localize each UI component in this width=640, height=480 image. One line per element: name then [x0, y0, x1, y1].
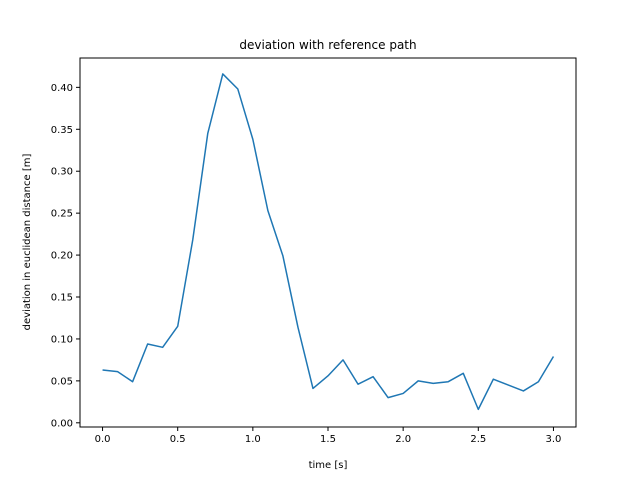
y-axis-ticks: 0.00 0.05 0.10 0.15 0.20 0.25 0.30 0.35 0.40 — [51, 83, 80, 429]
x-tick-label: 1.5 — [320, 434, 336, 445]
y-tick-label: 0.15 — [51, 293, 73, 304]
y-tick-label: 0.35 — [51, 125, 73, 136]
y-tick-label: 0.30 — [51, 167, 73, 178]
chart-title: deviation with reference path — [239, 38, 416, 52]
x-tick-label: 0.5 — [170, 434, 186, 445]
x-axis-label: time [s] — [309, 460, 348, 471]
plot-area-frame — [79, 57, 577, 428]
x-tick-label: 3.0 — [546, 434, 562, 445]
x-tick-label: 1.0 — [245, 434, 261, 445]
x-axis-ticks: 0.0 0.5 1.0 1.5 2.0 2.5 3.0 — [95, 427, 562, 445]
x-tick-label: 2.5 — [470, 434, 486, 445]
series-layer — [102, 73, 555, 411]
y-tick-label: 0.20 — [51, 251, 73, 262]
y-tick-label: 0.00 — [51, 418, 73, 429]
y-tick-label: 0.05 — [51, 376, 73, 387]
y-tick-label: 0.10 — [51, 334, 73, 345]
y-tick-label: 0.25 — [51, 209, 73, 220]
x-tick-label: 2.0 — [395, 434, 411, 445]
series-line — [102, 73, 555, 411]
y-axis-label: deviation in euclidean distance [m] — [22, 154, 33, 331]
x-tick-label: 0.0 — [95, 434, 111, 445]
y-tick-label: 0.40 — [51, 83, 73, 94]
